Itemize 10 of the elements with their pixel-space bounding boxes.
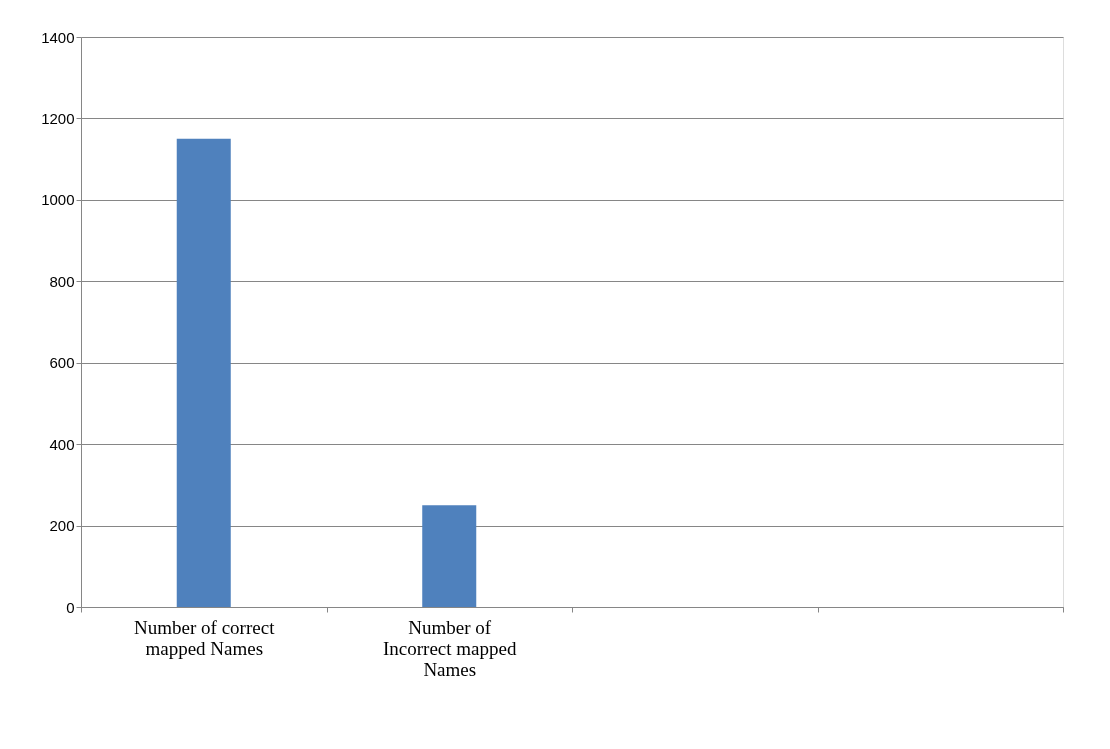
x-tick-label: Number of correct mapped Names [134, 616, 276, 659]
y-tick-label: 1200 [41, 109, 75, 127]
y-tick-label: 600 [49, 354, 75, 372]
y-tick-label: 0 [66, 598, 75, 616]
y-tick-label: 200 [49, 517, 75, 535]
y-tick-label: 1400 [41, 28, 75, 46]
y-tick-label: 800 [49, 272, 75, 290]
y-tick-label: 400 [49, 435, 75, 453]
y-tick-label: 1000 [41, 191, 75, 209]
x-tick-label: Number of Incorrect mapped Names [383, 616, 517, 680]
